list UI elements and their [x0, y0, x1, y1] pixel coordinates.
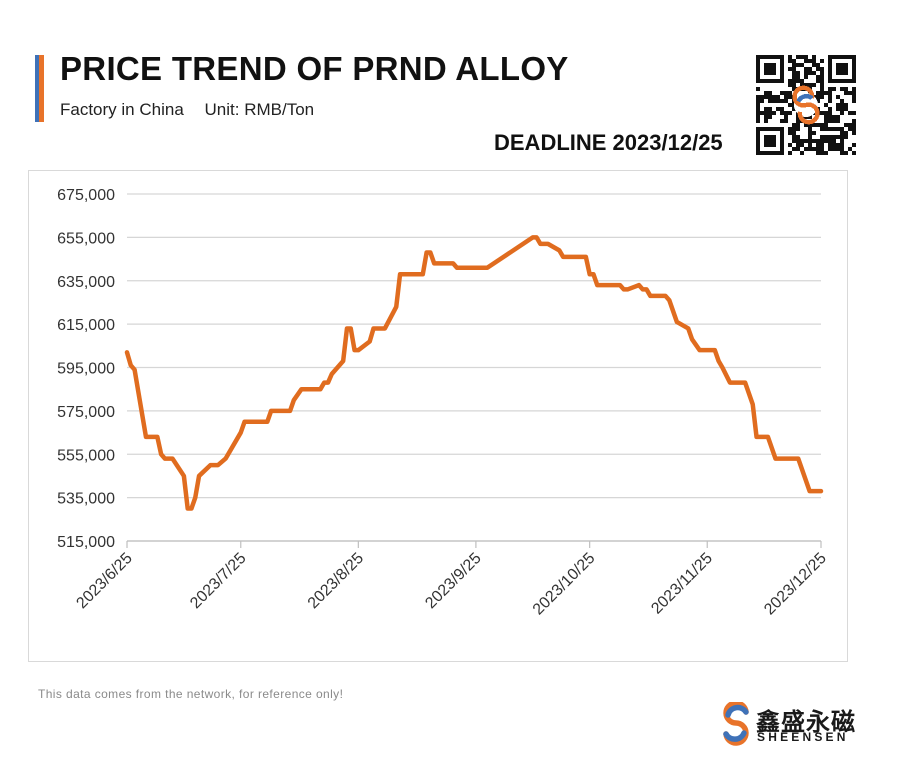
y-tick-label: 635,000 [57, 274, 115, 291]
x-tick-label: 2023/11/25 [648, 550, 716, 618]
x-tick-label: 2023/7/25 [187, 550, 249, 612]
y-tick-label: 595,000 [57, 361, 115, 378]
x-tick-label: 2023/9/25 [422, 550, 484, 612]
subtitle-location: Factory in China [60, 100, 184, 119]
brand-name-zh: 鑫盛永磁 [756, 708, 856, 736]
x-tick-label: 2023/8/25 [305, 550, 367, 612]
subtitle-unit: Unit: RMB/Ton [204, 100, 315, 119]
y-tick-label: 535,000 [57, 491, 115, 508]
price-line-chart: 515,000 535,000 555,000 575,000 595,000 615,0… [57, 187, 830, 619]
chart-subtitle: Factory in China Unit: RMB/Ton [60, 100, 314, 120]
qr-code-icon [756, 55, 856, 155]
y-tick-label: 555,000 [57, 447, 115, 464]
brand-s-icon [723, 700, 749, 746]
x-tick-label: 2023/10/25 [530, 550, 599, 619]
x-tick-label: 2023/6/25 [73, 550, 135, 612]
brand-name-en: SHEENSEN [757, 730, 849, 744]
y-tick-label: 655,000 [57, 230, 115, 247]
chart-title: PRICE TREND OF PRND ALLOY [60, 50, 569, 87]
brand-logo: 鑫盛永磁 SHEENSEN [720, 700, 860, 750]
y-tick-label: 515,000 [57, 534, 115, 551]
y-tick-label: 615,000 [57, 317, 115, 334]
deadline-label: DEADLINE 2023/12/25 [494, 130, 723, 155]
y-tick-label: 675,000 [57, 187, 115, 204]
data-source-note: This data comes from the network, for re… [38, 687, 344, 701]
chart-frame [28, 170, 848, 662]
x-tick-label: 2023/12/25 [761, 550, 830, 619]
price-series-line [124, 235, 824, 511]
title-accent-bar [35, 55, 44, 122]
y-tick-label: 575,000 [57, 404, 115, 421]
